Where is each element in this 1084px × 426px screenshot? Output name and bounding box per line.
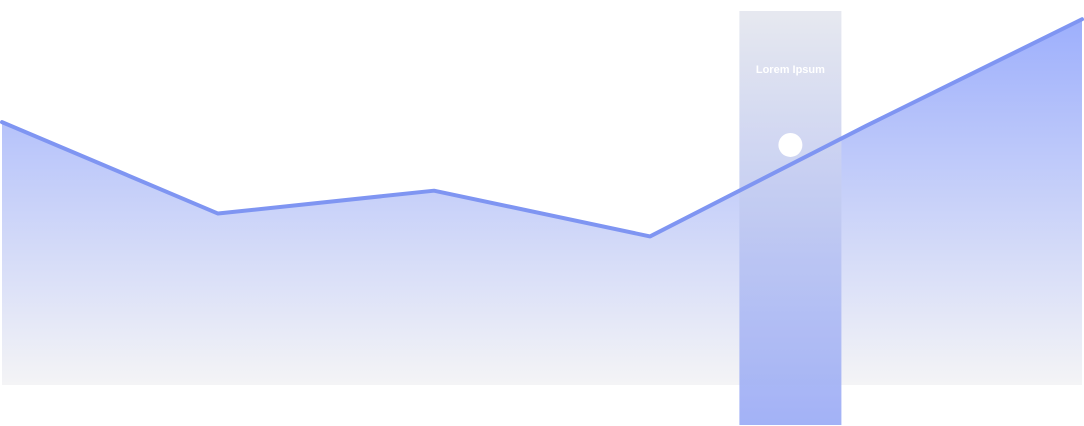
line-layer: [0, 17, 1084, 239]
highlight-marker: [778, 132, 803, 157]
point-layer: [1, 19, 1083, 237]
area-fill: [2, 19, 1082, 386]
highlight-band-shade: [739, 11, 842, 425]
highlight-band: [739, 11, 842, 425]
area-layer: [2, 19, 1082, 386]
series-line: [0, 17, 1084, 239]
highlight-label: Lorem Ipsum: [756, 64, 825, 76]
highlight-layer: [739, 11, 842, 425]
